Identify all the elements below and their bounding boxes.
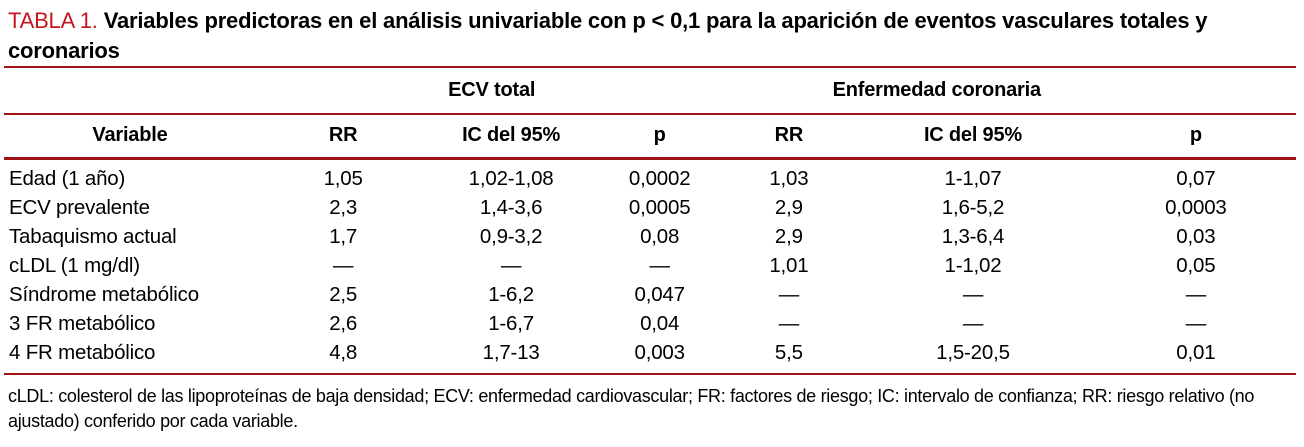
value-cell: 0,0003 [1165, 196, 1227, 220]
variable-cell: 3 FR metabólico [9, 312, 156, 336]
table-row: cLDL (1 mg/dl) — — — 1,01 1-1,02 0,05 [4, 252, 1296, 281]
table-row: Tabaquismo actual 1,7 0,9-3,2 0,08 2,9 1,3-6,… [4, 223, 1296, 252]
table-row: ECV prevalente 2,3 1,4-3,6 0,0005 2,9 1,6-5,2… [4, 194, 1296, 223]
value-cell: — [778, 312, 800, 336]
value-cell: 1,02-1,08 [468, 167, 554, 191]
table-title: TABLA 1. Variables predictoras en el anál… [0, 0, 1304, 66]
value-cell: 1,4-3,6 [479, 196, 543, 220]
value-cell: 0,9-3,2 [479, 225, 543, 249]
data-table: ECV total Enfermedad coronaria Variable … [4, 65, 1296, 375]
table-label: TABLA 1. [8, 8, 98, 33]
value-cell: — [962, 312, 984, 336]
value-cell: 2,9 [774, 225, 803, 249]
value-cell: 0,01 [1176, 341, 1216, 365]
table-footnote: cLDL: colesterol de las lipoproteínas de… [8, 385, 1255, 431]
table-body: Edad (1 año) 1,05 1,02-1,08 0,0002 1,03 1-1,0… [4, 158, 1296, 374]
value-cell: — [778, 283, 800, 307]
col-header-rr-coronaria: RR [727, 113, 851, 160]
value-cell: 1-6,7 [488, 312, 534, 336]
value-cell: — [1185, 312, 1207, 336]
group-header-enfermedad-coronaria: Enfermedad coronaria [727, 66, 1296, 115]
col-header-ic95-ecv: IC del 95% [430, 113, 592, 160]
value-cell: 1,5-20,5 [936, 341, 1010, 365]
table-row: 4 FR metabólico 4,8 1,7-13 0,003 5,5 1,5-20,5… [4, 339, 1296, 374]
value-cell: — [500, 254, 522, 278]
table-row: 3 FR metabólico 2,6 1-6,7 0,04 — — — [4, 310, 1296, 339]
value-cell: 0,003 [634, 341, 686, 365]
value-cell: 1,03 [769, 167, 809, 191]
group-header-row: ECV total Enfermedad coronaria [4, 66, 1296, 115]
table-head: ECV total Enfermedad coronaria Variable … [4, 66, 1296, 160]
value-cell: 1,05 [323, 167, 363, 191]
value-cell: 1,3-6,4 [941, 225, 1005, 249]
value-cell: — [332, 254, 354, 278]
col-header-p-coronaria: p [1095, 113, 1296, 160]
variable-cell: cLDL (1 mg/dl) [9, 254, 140, 278]
value-cell: 1-1,02 [944, 254, 1002, 278]
value-cell: 1-6,2 [488, 283, 534, 307]
value-cell: 5,5 [774, 341, 803, 365]
value-cell: 1,6-5,2 [941, 196, 1005, 220]
value-cell: 0,07 [1176, 167, 1216, 191]
value-cell: 1,7-13 [482, 341, 540, 365]
value-cell: 2,9 [774, 196, 803, 220]
value-cell: — [649, 254, 671, 278]
col-header-rr-ecv: RR [255, 113, 431, 160]
value-cell: 0,0002 [628, 167, 691, 191]
variable-cell: Edad (1 año) [9, 167, 126, 191]
value-cell: 0,05 [1176, 254, 1216, 278]
column-header-row: Variable RR IC del 95% p RR IC del 95% p [4, 113, 1296, 160]
variable-cell: 4 FR metabólico [9, 341, 156, 365]
value-cell: 4,8 [329, 341, 358, 365]
value-cell: 0,047 [634, 283, 686, 307]
value-cell: 1,7 [329, 225, 358, 249]
table-caption: Variables predictoras en el análisis uni… [8, 8, 1208, 63]
group-header-ecv-total: ECV total [255, 66, 728, 115]
variable-cell: Tabaquismo actual [9, 225, 177, 249]
group-header-spacer [4, 66, 256, 115]
value-cell: 0,03 [1176, 225, 1216, 249]
table-row: Edad (1 año) 1,05 1,02-1,08 0,0002 1,03 1-1,0… [4, 158, 1296, 194]
col-header-p-ecv: p [591, 113, 728, 160]
value-cell: 1-1,07 [944, 167, 1002, 191]
variable-cell: Síndrome metabólico [9, 283, 199, 307]
value-cell: 0,0005 [628, 196, 691, 220]
value-cell: 2,5 [329, 283, 358, 307]
value-cell: 1,01 [769, 254, 809, 278]
table-row: Síndrome metabólico 2,5 1-6,2 0,047 — — — [4, 281, 1296, 310]
value-cell: 0,08 [640, 225, 680, 249]
col-header-variable: Variable [4, 113, 256, 160]
value-cell: 2,3 [329, 196, 358, 220]
value-cell: 0,04 [640, 312, 680, 336]
value-cell: — [1185, 283, 1207, 307]
value-cell: 2,6 [329, 312, 358, 336]
variable-cell: ECV prevalente [9, 196, 150, 220]
value-cell: — [962, 283, 984, 307]
col-header-ic95-coronaria: IC del 95% [850, 113, 1096, 160]
